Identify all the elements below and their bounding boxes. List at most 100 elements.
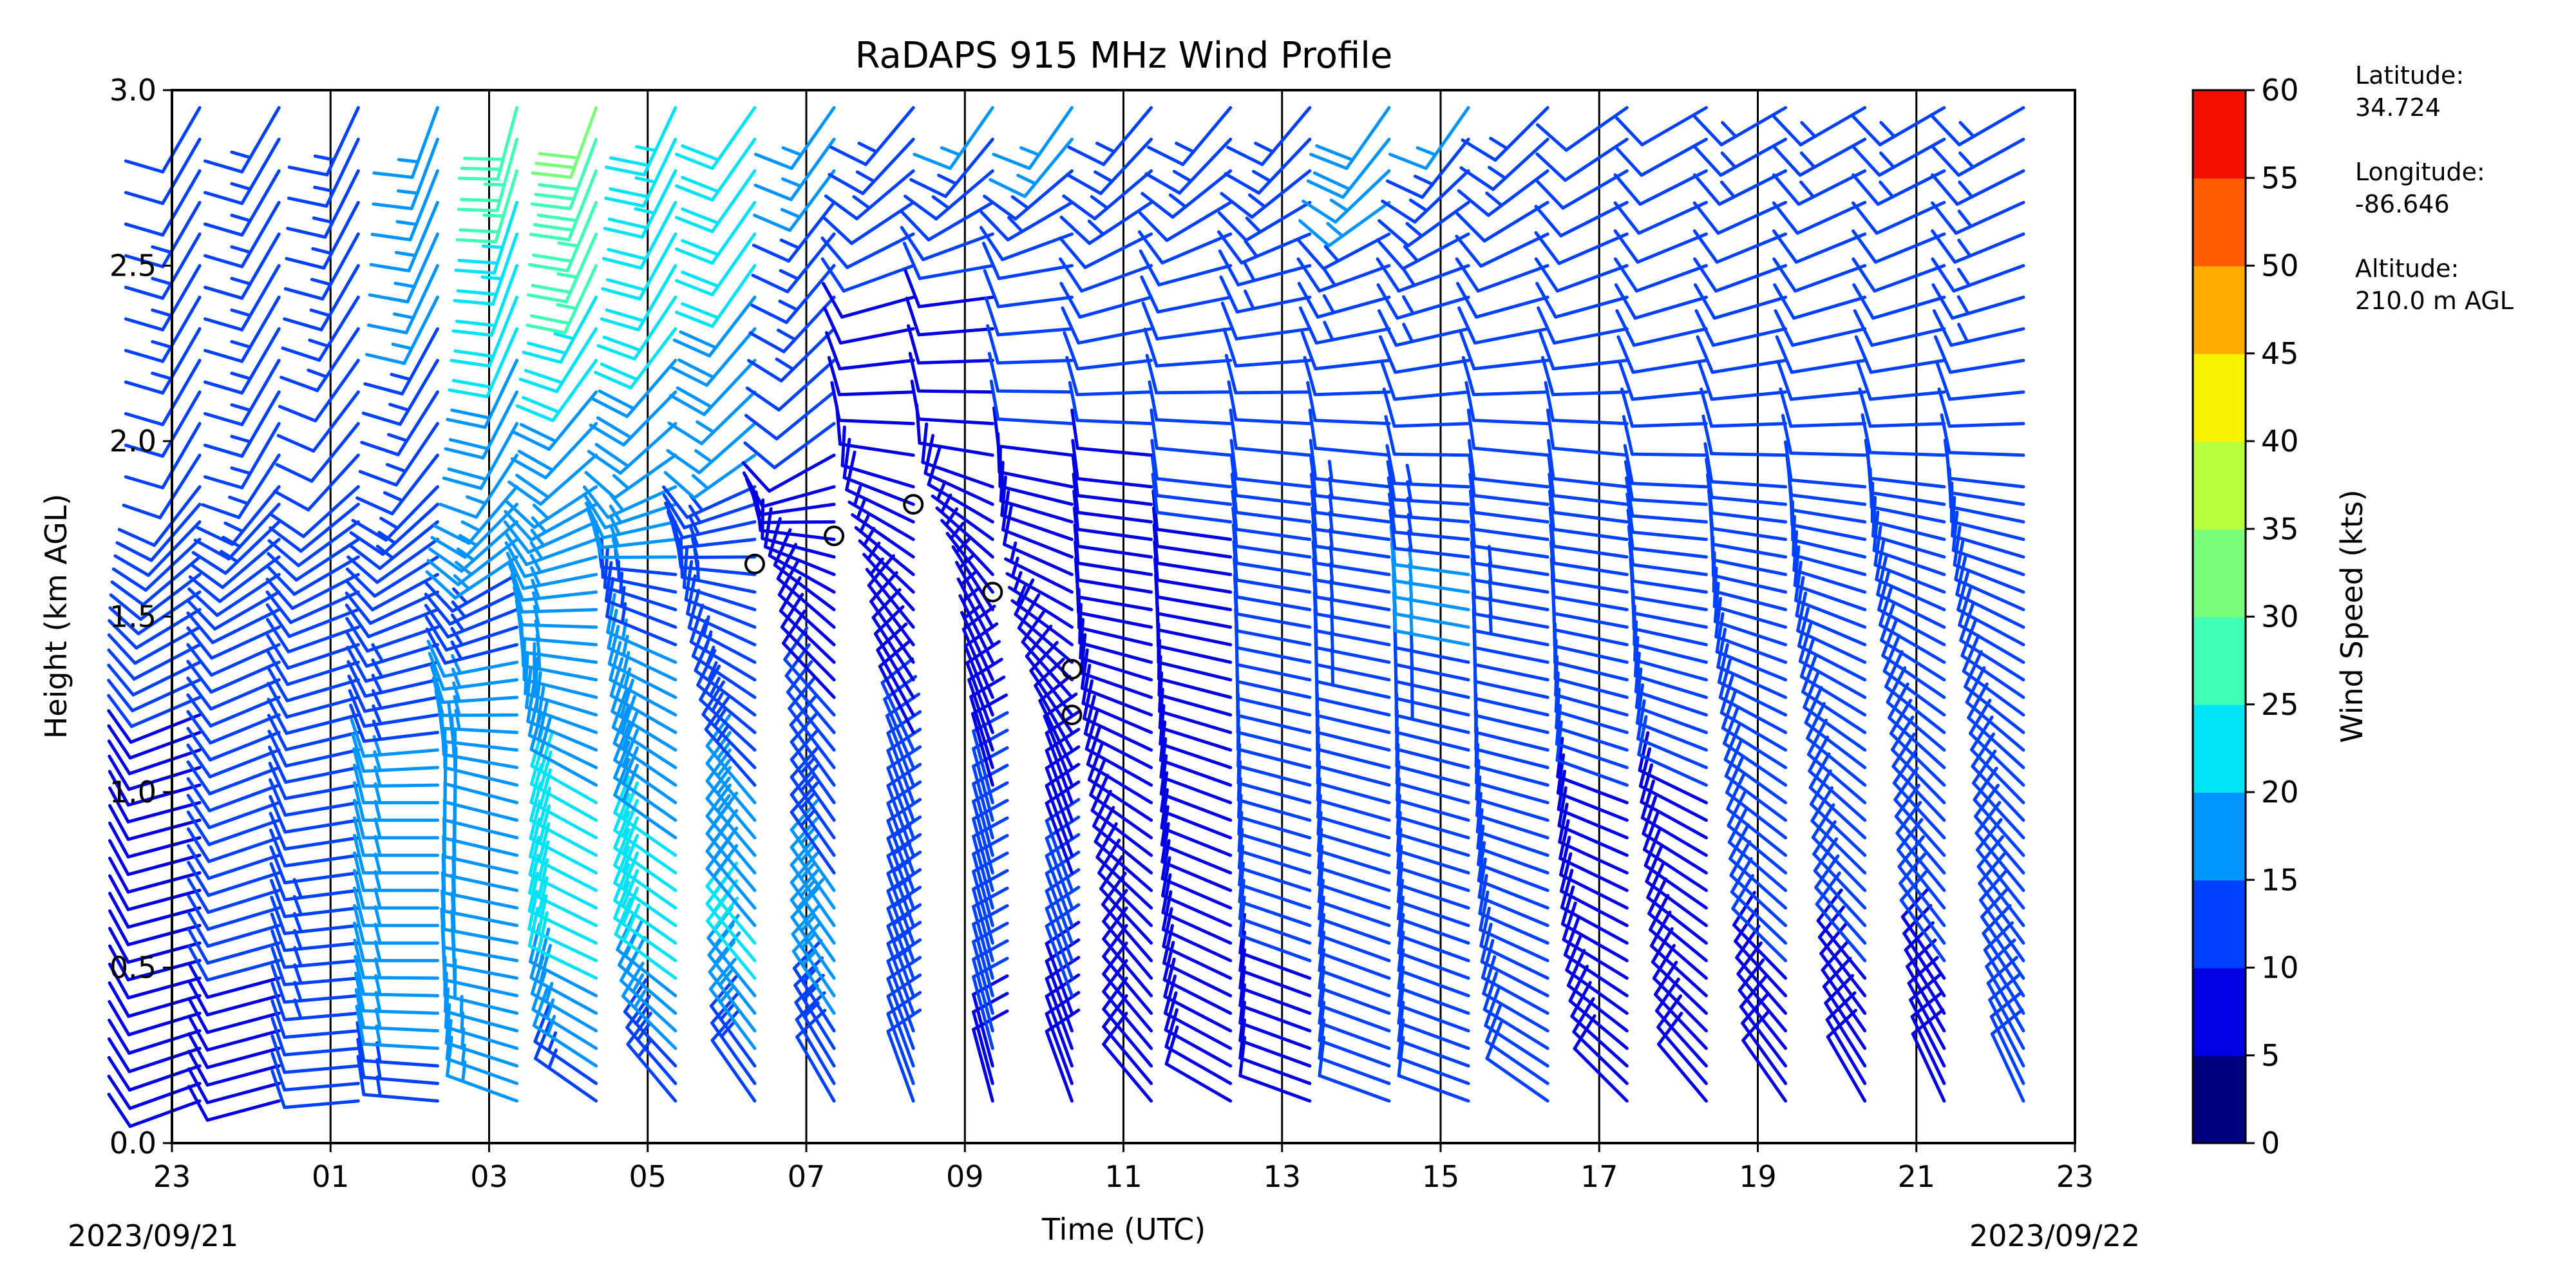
wind-barb-staff	[603, 502, 677, 529]
wind-barb-staff	[1949, 327, 2025, 347]
wind-barb-staff	[1327, 200, 1391, 248]
wind-barb-staff	[1711, 558, 1788, 576]
wind-barb-feather	[352, 747, 365, 788]
wind-barb-feather	[1540, 355, 1555, 397]
wind-barb-half-feather	[779, 269, 800, 281]
wind-barb-staff	[1034, 684, 1074, 752]
wind-barb-staff	[967, 678, 994, 752]
wind-barb-feather	[108, 874, 130, 911]
wind-barb-feather	[830, 381, 841, 422]
wind-barb-staff	[1894, 815, 1946, 875]
wind-barb-feather	[107, 663, 135, 697]
wind-barb-feather	[1932, 309, 1953, 347]
wind-barb-staff	[523, 555, 598, 578]
wind-barb-feather	[355, 1021, 366, 1063]
wind-barb-feather	[1382, 387, 1396, 428]
wind-barb-staff	[1045, 942, 1074, 1015]
wind-barb-feather	[1722, 706, 1740, 745]
wind-barb-staff	[1881, 654, 1946, 699]
wind-barb-feather	[1087, 741, 1104, 782]
wind-barb-staff	[1551, 419, 1629, 426]
wind-barb-staff	[1715, 232, 1788, 264]
wind-barb-staff	[1719, 711, 1788, 752]
wind-barb-staff	[381, 502, 439, 556]
wind-barb-feather	[354, 971, 366, 1013]
wind-barb-feather	[352, 886, 365, 927]
wind-barb-feather	[203, 380, 244, 395]
wind-barb-feather	[1801, 654, 1818, 694]
wind-barb-staff	[1314, 327, 1391, 345]
wind-barb-half-feather	[293, 998, 303, 1020]
wind-barb-staff	[1045, 924, 1074, 998]
wind-barb-staff	[1395, 747, 1470, 770]
wind-barb-staff	[1396, 296, 1470, 320]
wind-barb-feather	[1222, 327, 1238, 368]
wind-barb-feather	[743, 441, 777, 469]
wind-barb-feather	[984, 296, 1000, 337]
wind-barb-staff	[1318, 986, 1391, 1015]
wind-barb-feather	[663, 471, 696, 500]
wind-barb-staff	[1238, 951, 1312, 980]
wind-barb-feather	[372, 202, 413, 211]
wind-barb-staff	[491, 232, 519, 306]
wind-barb-staff	[448, 590, 519, 626]
wind-barb-half-feather	[383, 491, 404, 502]
wind-barb-feather	[279, 375, 319, 392]
wind-barb-staff	[1181, 106, 1233, 166]
wind-barb-half-feather	[631, 973, 645, 994]
wind-barb-staff	[1957, 106, 2025, 147]
x-tick-label: 23	[2056, 1159, 2094, 1194]
wind-barb-staff	[619, 979, 677, 1033]
wind-barb-feather	[1537, 306, 1556, 345]
wind-barb-staff	[1164, 1045, 1233, 1085]
wind-barb-staff	[444, 625, 519, 652]
wind-barb-staff	[1236, 730, 1312, 752]
wind-barb-feather	[1224, 354, 1238, 395]
colorbar-tick-label: 50	[2261, 249, 2299, 283]
wind-barb-staff	[1397, 986, 1470, 1015]
wind-barb-staff	[1316, 296, 1391, 319]
wind-barb-feather	[1651, 927, 1674, 964]
wind-barb-feather	[107, 694, 133, 728]
wind-barb-staff	[378, 520, 439, 571]
wind-barb-staff	[1798, 659, 1867, 699]
wind-barb-feather	[913, 153, 952, 170]
wind-barb-staff	[1791, 327, 1867, 347]
wind-barb-staff	[1869, 491, 1946, 506]
wind-barb-feather	[531, 283, 573, 294]
wind-barb-staff	[1645, 880, 1708, 927]
wind-barb-staff	[443, 837, 519, 857]
wind-barb-feather	[1150, 439, 1159, 480]
wind-barb-staff	[1396, 900, 1470, 927]
wind-barb-staff	[1076, 595, 1153, 612]
wind-barb-feather	[351, 732, 366, 773]
wind-barb-feather	[1718, 658, 1732, 699]
wind-barb-feather	[753, 184, 793, 202]
wind-barb-staff	[783, 658, 836, 717]
wind-barb-staff	[1238, 1074, 1312, 1103]
wind-barb-half-feather	[531, 578, 541, 600]
wind-barb-half-feather	[1958, 120, 1976, 138]
wind-barb-feather	[1092, 790, 1112, 828]
wind-barb-feather	[360, 440, 400, 457]
wind-barb-feather	[668, 393, 706, 417]
wind-barb-staff	[240, 359, 281, 426]
wind-barb-staff	[444, 1025, 519, 1050]
wind-barb-feather	[1002, 505, 1013, 546]
wind-barb-feather	[1940, 413, 1951, 455]
wind-barb-staff	[1075, 359, 1153, 371]
wind-barb-staff	[1719, 137, 1788, 177]
wind-barb-feather	[1318, 1018, 1326, 1060]
wind-barb-feather	[527, 341, 567, 355]
wind-barb-staff	[1727, 840, 1788, 893]
wind-barb-staff	[1633, 643, 1708, 664]
wind-barb-feather	[1150, 408, 1159, 450]
wind-barb-staff	[921, 460, 994, 489]
wind-barb-staff	[489, 264, 519, 337]
wind-barb-staff	[1553, 677, 1629, 699]
wind-barb-staff	[782, 296, 836, 354]
wind-barb-staff	[1953, 563, 2025, 594]
wind-barb-feather	[1804, 686, 1823, 724]
wind-barb-staff	[1481, 976, 1549, 1015]
